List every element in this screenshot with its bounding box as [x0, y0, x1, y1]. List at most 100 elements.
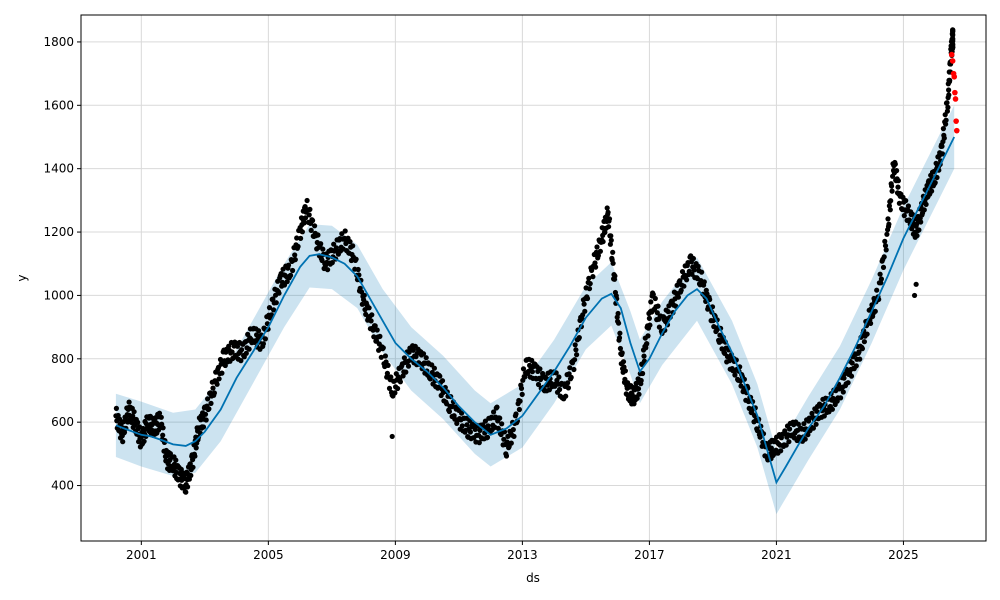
observed-point [940, 126, 947, 132]
observed-point [537, 366, 543, 372]
observed-point [522, 374, 528, 380]
observed-point [778, 448, 784, 454]
observed-point [301, 220, 307, 226]
observed-point [516, 406, 523, 413]
observed-point [574, 352, 580, 358]
observed-point [754, 428, 761, 434]
observed-point [838, 395, 844, 401]
observed-point [814, 408, 820, 414]
observed-point [945, 104, 951, 110]
observed-point [353, 256, 359, 262]
observed-point [647, 322, 653, 328]
observed-point [331, 241, 337, 247]
observed-point [805, 432, 811, 438]
observed-point [362, 307, 368, 313]
observed-point [615, 310, 621, 317]
observed-point [535, 381, 542, 388]
observed-point [563, 393, 569, 399]
observed-point [467, 429, 473, 435]
observed-point [864, 331, 870, 337]
observed-point [895, 178, 902, 184]
observed-point [829, 406, 836, 412]
observed-point [586, 286, 593, 292]
observed-point [377, 333, 383, 339]
observed-point [370, 327, 376, 333]
observed-point [361, 292, 367, 298]
observed-point [285, 262, 292, 268]
observed-point [887, 207, 893, 213]
observed-point [941, 135, 947, 141]
observed-point [572, 357, 578, 363]
observed-point [895, 184, 901, 190]
observed-point [397, 379, 403, 385]
observed-point [608, 233, 614, 239]
observed-point [845, 380, 851, 386]
observed-point [711, 324, 717, 330]
observed-point [894, 168, 900, 174]
observed-point [841, 375, 847, 381]
observed-point [476, 440, 482, 446]
observed-point [439, 378, 446, 384]
observed-point [655, 303, 661, 309]
x-tick-label: 2001 [126, 548, 157, 562]
observed-point [892, 161, 898, 167]
observed-point [584, 295, 591, 302]
observed-point [640, 370, 646, 377]
observed-point [929, 188, 935, 194]
observed-point [600, 239, 606, 245]
observed-point [268, 312, 275, 318]
observed-point [610, 249, 616, 255]
observed-point [491, 409, 497, 415]
y-tick-label: 1600 [43, 98, 74, 112]
observed-point [634, 395, 640, 401]
observed-point [121, 429, 128, 435]
observed-point [675, 294, 682, 300]
observed-point [695, 263, 701, 269]
observed-point [192, 453, 198, 459]
highlighted-point [948, 51, 955, 58]
observed-point [608, 237, 614, 243]
observed-point [572, 342, 578, 348]
observed-point [593, 264, 599, 270]
grid-lines [81, 15, 986, 541]
observed-point [905, 203, 912, 209]
observed-point [503, 453, 510, 459]
observed-point [208, 400, 214, 406]
observed-point [802, 436, 808, 442]
observed-point [557, 386, 563, 393]
observed-point [380, 345, 386, 351]
observed-point [813, 421, 819, 427]
observed-point [385, 362, 391, 368]
y-tick-label: 1400 [43, 162, 74, 176]
observed-point [746, 405, 752, 411]
observed-point [946, 92, 952, 98]
observed-point [271, 307, 277, 313]
observed-point [595, 252, 602, 259]
observed-point [276, 290, 282, 296]
observed-point [193, 445, 199, 451]
observed-point [567, 365, 573, 371]
observed-point [597, 248, 604, 254]
y-tick-label: 400 [51, 479, 74, 493]
observed-point [446, 408, 452, 415]
observed-point [645, 333, 651, 339]
observed-point [511, 433, 517, 439]
observed-point [857, 356, 863, 362]
observed-point [939, 143, 945, 149]
observed-point [950, 37, 956, 43]
observed-point [885, 216, 891, 222]
observed-point [135, 419, 141, 425]
observed-point [368, 318, 374, 324]
observed-point [610, 260, 616, 266]
observed-point [254, 332, 260, 338]
observed-point [513, 411, 519, 417]
observed-point [590, 274, 596, 280]
observed-point [262, 336, 268, 342]
y-tick-label: 1200 [43, 225, 74, 239]
observed-point [859, 346, 866, 352]
observed-point [210, 385, 216, 391]
observed-point [363, 311, 369, 317]
observed-point [423, 355, 429, 361]
observed-point [382, 353, 388, 359]
